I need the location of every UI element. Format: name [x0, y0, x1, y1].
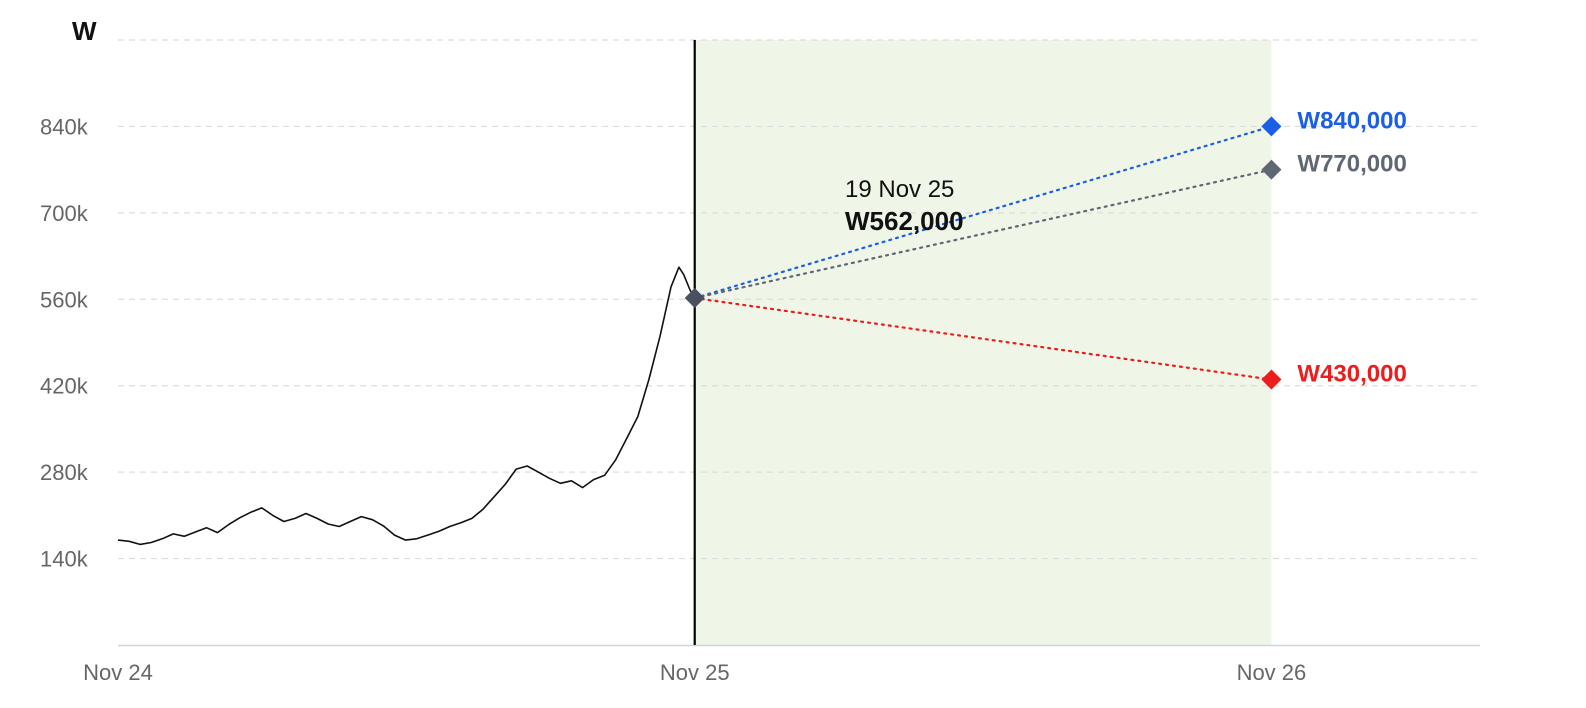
forecast-band	[694, 40, 1272, 645]
forecast-label: W770,000	[1297, 151, 1406, 178]
y-tick-label: 700k	[40, 201, 89, 226]
forecast-label: W840,000	[1297, 107, 1406, 134]
forecast-line	[693, 125, 1273, 300]
current-value-label: W562,000	[845, 206, 964, 236]
x-tick-label: Nov 24	[83, 660, 153, 685]
y-axis-unit-label: W	[72, 16, 97, 46]
price-line	[117, 266, 696, 546]
y-tick-label: 560k	[40, 287, 89, 312]
current-marker	[684, 288, 705, 309]
forecast-line	[693, 296, 1273, 381]
x-tick-label: Nov 25	[660, 660, 730, 685]
y-tick-label: 840k	[40, 114, 89, 139]
forecast-marker	[1261, 159, 1282, 180]
forecast-marker	[1261, 369, 1282, 390]
price-series	[117, 40, 696, 645]
x-axis-ticks: Nov 24 Nov 25 Nov 26	[83, 660, 1306, 685]
y-tick-label: 420k	[40, 374, 89, 399]
forecast-line	[693, 168, 1273, 300]
forecast-label: W430,000	[1297, 361, 1406, 388]
x-tick-label: Nov 26	[1237, 660, 1307, 685]
plot-background	[694, 40, 1272, 645]
gridlines	[118, 39, 1480, 647]
y-tick-label: 280k	[40, 460, 89, 485]
current-date-label: 19 Nov 25	[845, 176, 954, 203]
forecast-lines: W840,000 W770,000 W430,000	[684, 107, 1407, 390]
y-axis-ticks: 140k 280k 420k 560k 700k 840k	[40, 114, 89, 571]
forecast-marker	[1261, 116, 1282, 137]
y-tick-label: 140k	[40, 547, 89, 572]
